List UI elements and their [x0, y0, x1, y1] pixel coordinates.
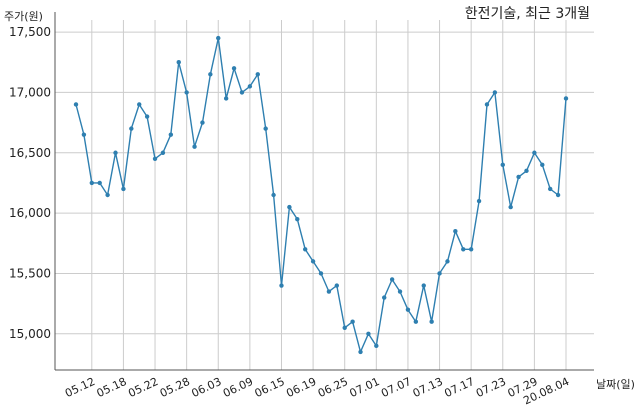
data-point	[484, 102, 490, 107]
data-point	[263, 126, 268, 131]
data-point	[429, 319, 434, 324]
x-tick-label: 06.19	[284, 375, 318, 400]
chart-title: 한전기술, 최근 3개월	[465, 6, 590, 22]
x-tick-label: 06.25	[316, 375, 350, 400]
data-point	[73, 102, 79, 107]
data-point	[421, 283, 426, 288]
data-point	[287, 204, 292, 210]
x-tick-label: 07.07	[379, 375, 413, 400]
data-point	[144, 114, 150, 119]
data-point	[200, 120, 205, 125]
data-point	[168, 132, 174, 137]
y-axis-label: 주가(원)	[4, 10, 43, 23]
data-point	[540, 162, 545, 168]
data-point	[334, 283, 340, 288]
data-point	[255, 72, 260, 77]
data-point	[476, 198, 482, 204]
data-point	[247, 84, 253, 89]
data-point	[129, 126, 134, 131]
y-tick-label: 15,500	[9, 266, 51, 280]
data-point	[223, 96, 229, 101]
data-point	[397, 289, 403, 294]
data-point	[366, 331, 371, 336]
x-tick-label: 06.03	[189, 375, 223, 400]
data-point	[563, 96, 569, 101]
data-point	[445, 259, 450, 264]
y-tick-label: 15,000	[9, 327, 51, 341]
data-point	[279, 283, 284, 288]
series-group	[73, 35, 569, 355]
x-tick-label: 07.01	[348, 375, 382, 400]
x-tick-label: 05.18	[95, 375, 129, 400]
y-tick-labels: 15,000 15,500 16,000 16,500 17,000 17,500	[9, 25, 51, 341]
data-point	[350, 319, 355, 324]
data-point	[295, 216, 300, 222]
data-point	[461, 247, 466, 252]
data-point	[389, 277, 395, 282]
data-point	[508, 204, 513, 210]
data-point	[532, 150, 537, 155]
data-point	[492, 90, 498, 95]
data-point	[216, 35, 221, 41]
series-line	[75, 37, 567, 353]
x-tick-label: 07.17	[442, 375, 476, 400]
data-point	[208, 72, 213, 77]
x-tick-label: 06.09	[221, 375, 255, 400]
data-point	[105, 192, 110, 198]
axes	[54, 12, 594, 371]
data-point	[239, 90, 245, 95]
x-tick-label: 06.15	[253, 375, 287, 400]
y-tick-label: 16,500	[9, 146, 51, 160]
data-point	[176, 60, 181, 65]
data-point	[121, 186, 126, 192]
data-point	[302, 247, 308, 252]
x-tick-label: 05.28	[158, 375, 192, 400]
data-point	[468, 247, 474, 252]
x-tick-labels: 05.1205.1805.2205.2806.0306.0906.1506.19…	[63, 375, 571, 407]
data-point	[500, 162, 505, 168]
y-tick-label: 17,000	[9, 85, 51, 99]
data-point	[184, 90, 189, 95]
data-point	[310, 259, 316, 264]
data-point	[113, 150, 118, 155]
data-point	[555, 192, 561, 198]
data-point	[453, 229, 458, 234]
data-point	[326, 289, 332, 294]
data-point	[97, 180, 102, 186]
data-point	[374, 343, 379, 349]
data-point	[192, 144, 197, 149]
x-tick-label: 05.22	[126, 375, 160, 400]
data-point	[413, 319, 419, 324]
grid	[55, 20, 594, 370]
data-point	[382, 295, 387, 300]
data-point	[81, 132, 87, 137]
data-point	[547, 186, 553, 192]
data-point	[89, 180, 95, 186]
data-point	[358, 349, 363, 355]
data-point	[437, 271, 442, 276]
data-point	[524, 168, 529, 174]
data-point	[137, 102, 142, 107]
data-point	[160, 150, 166, 155]
x-tick-label: 07.13	[411, 375, 445, 400]
data-point	[152, 156, 158, 161]
data-point	[405, 307, 411, 312]
x-tick-label: 07.23	[474, 375, 508, 400]
data-point	[342, 325, 347, 330]
x-tick-label: 05.12	[63, 375, 97, 400]
y-tick-label: 16,000	[9, 206, 51, 220]
data-point	[516, 174, 521, 180]
x-axis-label: 날짜(일)	[596, 377, 635, 391]
data-point	[318, 271, 324, 276]
data-point	[231, 66, 237, 71]
y-tick-label: 17,500	[9, 25, 51, 39]
data-point	[271, 192, 276, 198]
